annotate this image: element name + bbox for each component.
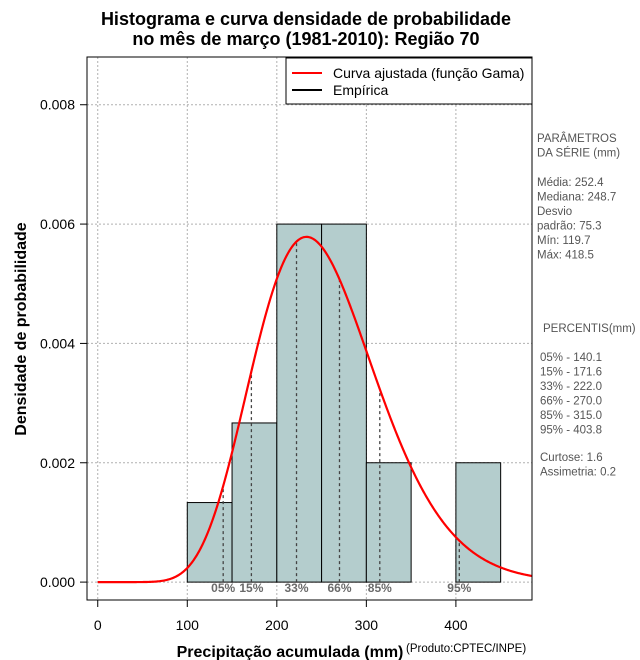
x-tick-label: 100 (176, 617, 200, 633)
fitted-curve-line (97, 235, 533, 584)
param-line: Mín: 119.7 (537, 235, 591, 247)
param-line: Máx: 418.5 (537, 250, 594, 262)
y-tick-label: 0.000 (40, 574, 75, 590)
x-tick-label: 200 (265, 617, 289, 633)
params-title: DA SÉRIE (mm) (537, 147, 620, 160)
percentile-label: 05% (211, 581, 235, 595)
legend-box (285, 57, 533, 105)
histogram-bar (455, 462, 502, 583)
fitted-curve (97, 235, 533, 584)
plot-frame (86, 56, 533, 601)
percentile-label: 66% (327, 581, 351, 595)
percentil-line: 95% - 403.8 (540, 425, 602, 437)
y-tick-label: 0.002 (40, 455, 75, 471)
series-parameters-panel: PARÂMETROS DA SÉRIE (mm) Média: 252.4 Media… (537, 132, 636, 479)
param-line: Média: 252.4 (537, 177, 604, 189)
y-tick-label: 0.006 (40, 216, 75, 232)
x-tick-label: 0 (94, 617, 102, 633)
param-line: Mediana: 248.7 (537, 192, 616, 204)
histogram-bar (186, 502, 233, 583)
product-credit: (Produto:CPTEC/INPE) (406, 643, 526, 655)
x-axis-label: Precipitação acumulada (mm) (177, 644, 404, 660)
percentil-line: 15% - 171.6 (540, 367, 602, 379)
percentis-title: PERCENTIS(mm) (543, 323, 636, 335)
histogram-bar (231, 422, 278, 583)
axes: 0 100 200 300 400 0.000 0.002 0.004 0.006 0.008 Pr… (13, 97, 526, 660)
stat-line: Assimetria: 0.2 (540, 467, 616, 479)
histogram-bar (365, 462, 412, 583)
histogram-bar (321, 223, 367, 583)
chart-title-line-1: Histograma e curva densidade de probabil… (101, 9, 511, 29)
percentil-line: 66% - 270.0 (540, 396, 602, 408)
stat-line: Curtose: 1.6 (540, 452, 603, 464)
x-tick-label: 300 (355, 617, 379, 633)
y-axis-label: Densidade de probabilidade (13, 222, 30, 435)
percentile-label: 85% (368, 581, 392, 595)
legend-label: Curva ajustada (função Gama) (333, 65, 524, 81)
y-tick-label: 0.004 (40, 335, 75, 351)
x-tick-label: 400 (444, 617, 468, 633)
plot-border (86, 56, 533, 601)
param-line: Desvio (537, 206, 572, 218)
percentil-line: 33% - 222.0 (540, 381, 602, 393)
percentile-label: 33% (285, 581, 309, 595)
param-line: padrão: 75.3 (537, 221, 602, 233)
legend-label: Empírica (333, 82, 388, 98)
legend: Curva ajustada (função Gama)Empírica (285, 57, 533, 105)
percentile-label: 95% (447, 581, 471, 595)
histogram-bar (276, 223, 323, 583)
histogram-bars (186, 223, 502, 583)
percentil-line: 85% - 315.0 (540, 410, 602, 422)
percentile-lines: 05% 15% 33% 66% 85% 95% (211, 241, 472, 595)
params-title: PARÂMETROS (537, 132, 617, 145)
percentile-label: 15% (239, 581, 263, 595)
chart-title: Histograma e curva densidade de probabil… (101, 9, 511, 49)
chart-title-line-2: no mês de março (1981-2010): Região 70 (132, 29, 479, 49)
y-tick-label: 0.008 (40, 97, 75, 113)
percentil-line: 05% - 140.1 (540, 352, 602, 364)
